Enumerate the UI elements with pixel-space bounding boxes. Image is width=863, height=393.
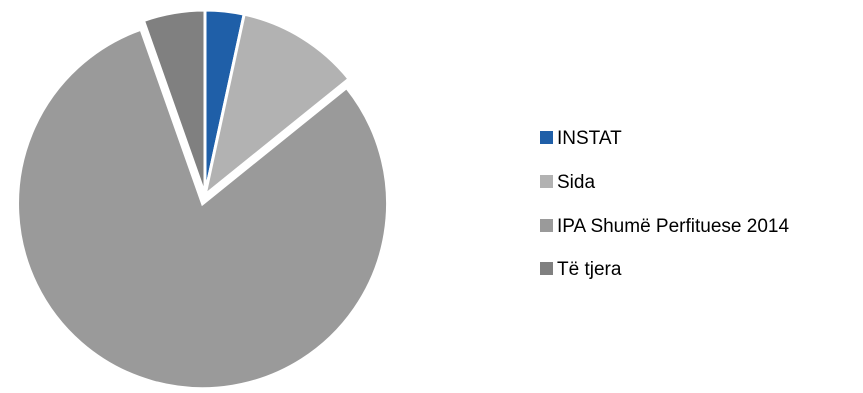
legend-item-instat: INSTAT [540,128,622,149]
legend-swatch-ipa [540,219,553,232]
pie-slice-te-tjera [141,8,207,196]
legend-swatch-sida [540,175,553,188]
legend-label-ipa: IPA Shumë Perfituese 2014 [557,216,789,237]
pie-slice-ipa-shume-perfituese-2014 [16,27,390,391]
legend-label-te-tjera: Të tjera [557,259,622,280]
legend-swatch-te-tjera [540,262,553,275]
pie-slice-sida [202,12,352,199]
legend-item-ipa: IPA Shumë Perfituese 2014 [540,216,789,237]
legend-label-instat: INSTAT [557,128,622,149]
legend-label-sida: Sida [557,172,595,193]
pie-slices [16,8,390,391]
legend: INSTAT Sida IPA Shumë Perfituese 2014 Të… [540,128,789,280]
legend-item-sida: Sida [540,172,595,193]
legend-swatch-instat [540,131,553,144]
legend-item-te-tjera: Të tjera [540,259,622,280]
